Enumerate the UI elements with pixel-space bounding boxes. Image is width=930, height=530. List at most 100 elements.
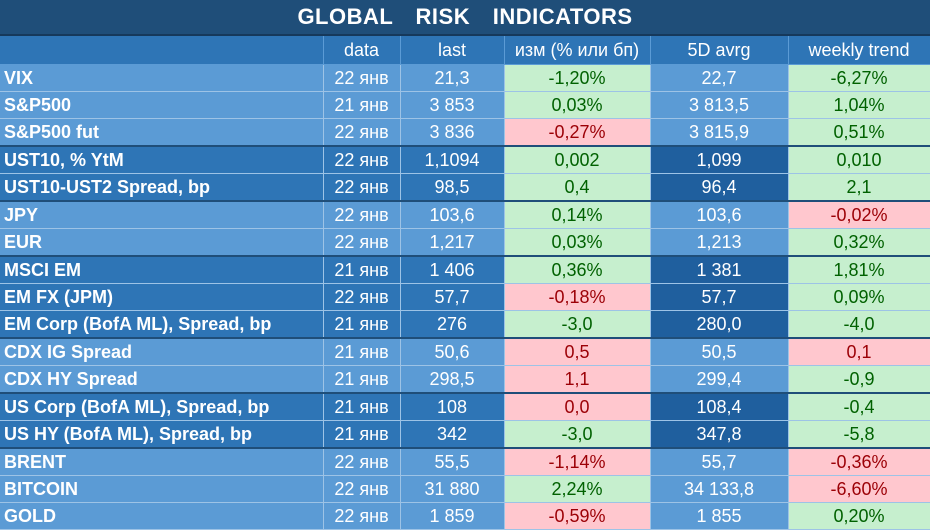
indicator-name-cell: CDX HY Spread — [0, 365, 324, 394]
date-cell: 21 янв — [323, 420, 401, 449]
indicator-name-cell: UST10-UST2 Spread, bp — [0, 173, 324, 202]
change-cell: 0,03% — [504, 228, 651, 257]
date-cell: 22 янв — [323, 502, 401, 530]
indicator-name-cell: JPY — [0, 200, 324, 229]
indicator-name-cell: S&P500 fut — [0, 118, 324, 147]
last-value-cell: 3 853 — [400, 91, 505, 119]
weekly-trend-cell: 1,81% — [788, 255, 930, 284]
change-cell: 0,5 — [504, 337, 651, 366]
date-cell: 21 янв — [323, 392, 401, 421]
last-value-cell: 3 836 — [400, 118, 505, 147]
weekly-trend-cell: -0,9 — [788, 365, 930, 394]
table-row: BRENT 22 янв 55,5 -1,14% 55,7 -0,36% — [0, 447, 930, 476]
date-cell: 22 янв — [323, 447, 401, 476]
indicator-name-cell: BRENT — [0, 447, 324, 476]
last-value-cell: 342 — [400, 420, 505, 449]
date-cell: 21 янв — [323, 310, 401, 339]
date-cell: 22 янв — [323, 475, 401, 503]
five-day-average-cell: 1 855 — [650, 502, 789, 530]
change-cell: 0,002 — [504, 145, 651, 174]
change-cell: 0,36% — [504, 255, 651, 284]
table-row: JPY 22 янв 103,6 0,14% 103,6 -0,02% — [0, 200, 930, 229]
header-weekly-trend: weekly trend — [788, 36, 930, 65]
weekly-trend-cell: 2,1 — [788, 173, 930, 202]
indicator-name-cell: MSCI EM — [0, 255, 324, 284]
indicator-name-cell: EM Corp (BofA ML), Spread, bp — [0, 310, 324, 339]
last-value-cell: 21,3 — [400, 64, 505, 92]
five-day-average-cell: 34 133,8 — [650, 475, 789, 503]
indicator-name-cell: S&P500 — [0, 91, 324, 119]
date-cell: 22 янв — [323, 200, 401, 229]
last-value-cell: 298,5 — [400, 365, 505, 394]
weekly-trend-cell: 0,32% — [788, 228, 930, 257]
five-day-average-cell: 96,4 — [650, 173, 789, 202]
indicator-name-cell: BITCOIN — [0, 475, 324, 503]
table-row: EM FX (JPM) 22 янв 57,7 -0,18% 57,7 0,09% — [0, 283, 930, 311]
five-day-average-cell: 57,7 — [650, 283, 789, 311]
last-value-cell: 1 406 — [400, 255, 505, 284]
five-day-average-cell: 103,6 — [650, 200, 789, 229]
weekly-trend-cell: -0,4 — [788, 392, 930, 421]
five-day-average-cell: 50,5 — [650, 337, 789, 366]
change-cell: 1,1 — [504, 365, 651, 394]
date-cell: 21 янв — [323, 365, 401, 394]
header-row: data last изм (% или бп) 5D avrg weekly … — [0, 36, 930, 65]
five-day-average-cell: 108,4 — [650, 392, 789, 421]
header-last: last — [400, 36, 505, 65]
date-cell: 22 янв — [323, 283, 401, 311]
table-row: UST10, % YtM 22 янв 1,1094 0,002 1,099 0,010 — [0, 145, 930, 174]
last-value-cell: 55,5 — [400, 447, 505, 476]
five-day-average-cell: 299,4 — [650, 365, 789, 394]
table-row: EUR 22 янв 1,217 0,03% 1,213 0,32% — [0, 228, 930, 257]
change-cell: 0,0 — [504, 392, 651, 421]
weekly-trend-cell: -0,36% — [788, 447, 930, 476]
last-value-cell: 108 — [400, 392, 505, 421]
five-day-average-cell: 1,213 — [650, 228, 789, 257]
table-row: S&P500 21 янв 3 853 0,03% 3 813,5 1,04% — [0, 91, 930, 119]
change-cell: -0,18% — [504, 283, 651, 311]
header-indicator — [0, 36, 324, 65]
last-value-cell: 103,6 — [400, 200, 505, 229]
table-row: VIX 22 янв 21,3 -1,20% 22,7 -6,27% — [0, 64, 930, 92]
header-change: изм (% или бп) — [504, 36, 651, 65]
date-cell: 22 янв — [323, 145, 401, 174]
five-day-average-cell: 280,0 — [650, 310, 789, 339]
last-value-cell: 276 — [400, 310, 505, 339]
table-title: GLOBAL RISK INDICATORS — [0, 0, 930, 36]
weekly-trend-cell: 0,20% — [788, 502, 930, 530]
date-cell: 22 янв — [323, 118, 401, 147]
table-row: CDX IG Spread 21 янв 50,6 0,5 50,5 0,1 — [0, 337, 930, 366]
table-row: UST10-UST2 Spread, bp 22 янв 98,5 0,4 96,4 2,… — [0, 173, 930, 202]
change-cell: -0,59% — [504, 502, 651, 530]
change-cell: 0,4 — [504, 173, 651, 202]
five-day-average-cell: 347,8 — [650, 420, 789, 449]
change-cell: -3,0 — [504, 310, 651, 339]
indicator-name-cell: UST10, % YtM — [0, 145, 324, 174]
weekly-trend-cell: -4,0 — [788, 310, 930, 339]
table-row: S&P500 fut 22 янв 3 836 -0,27% 3 815,9 0,51% — [0, 118, 930, 147]
table-row: US HY (BofA ML), Spread, bp 21 янв 342 -3,0… — [0, 420, 930, 449]
header-5d-average: 5D avrg — [650, 36, 789, 65]
last-value-cell: 57,7 — [400, 283, 505, 311]
weekly-trend-cell: -6,27% — [788, 64, 930, 92]
five-day-average-cell: 22,7 — [650, 64, 789, 92]
weekly-trend-cell: 0,1 — [788, 337, 930, 366]
weekly-trend-cell: -6,60% — [788, 475, 930, 503]
weekly-trend-cell: -5,8 — [788, 420, 930, 449]
table-row: US Corp (BofA ML), Spread, bp 21 янв 108 0,… — [0, 392, 930, 421]
date-cell: 21 янв — [323, 91, 401, 119]
last-value-cell: 50,6 — [400, 337, 505, 366]
change-cell: -0,27% — [504, 118, 651, 147]
table-row: GOLD 22 янв 1 859 -0,59% 1 855 0,20% — [0, 502, 930, 530]
five-day-average-cell: 3 813,5 — [650, 91, 789, 119]
date-cell: 22 янв — [323, 228, 401, 257]
indicator-name-cell: GOLD — [0, 502, 324, 530]
risk-indicators-table: data last изм (% или бп) 5D avrg weekly … — [0, 36, 930, 530]
indicator-name-cell: US HY (BofA ML), Spread, bp — [0, 420, 324, 449]
table-body: VIX 22 янв 21,3 -1,20% 22,7 -6,27% S&P500 21 ян… — [0, 64, 930, 530]
table-row: BITCOIN 22 янв 31 880 2,24% 34 133,8 -6,60% — [0, 475, 930, 503]
last-value-cell: 1 859 — [400, 502, 505, 530]
change-cell: 2,24% — [504, 475, 651, 503]
last-value-cell: 31 880 — [400, 475, 505, 503]
weekly-trend-cell: 0,51% — [788, 118, 930, 147]
